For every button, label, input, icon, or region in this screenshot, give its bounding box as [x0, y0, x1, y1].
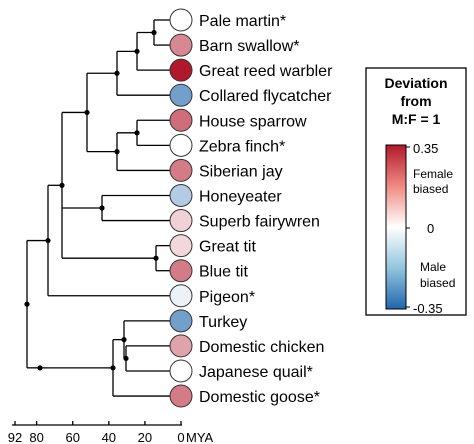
axis-tick-label: 92 [8, 430, 22, 444]
species-label: Great tit [199, 239, 256, 256]
species-label: Pale martin* [199, 13, 286, 30]
color-legend: Deviation from M:F = 1 0.35 Female biase… [365, 67, 467, 316]
species-label: Japanese quail* [199, 364, 313, 381]
tree-node-dot [121, 337, 127, 343]
tree-nodes [24, 29, 159, 371]
tree-branches [26, 19, 170, 397]
legend-title-line-2: from [400, 93, 431, 109]
species-color-circle [169, 33, 193, 57]
species-label: Zebra finch* [199, 138, 285, 155]
legend-max-label: 0.35 [413, 141, 438, 156]
tree-node-dot [45, 237, 51, 244]
species-color-circle [169, 384, 193, 408]
axis-tick-label: 80 [29, 430, 43, 444]
species-color-circle [169, 334, 193, 358]
legend-mid-label: 0 [427, 221, 434, 236]
species-label: House sparrow [199, 113, 307, 130]
tree-node-dot [134, 48, 140, 54]
species-label: Honeyeater [199, 188, 282, 205]
tree-node-dot [114, 70, 120, 76]
species-color-circle [169, 309, 193, 333]
species-label: Domestic chicken [199, 339, 324, 356]
tree-node-dot [37, 365, 43, 371]
legend-title-line-1: Deviation [384, 75, 447, 91]
tree-node-dot [151, 29, 157, 36]
species-color-circle [169, 8, 193, 32]
legend-female-line-1: Female [413, 167, 453, 181]
species-label: Pigeon* [199, 289, 255, 306]
legend-box [365, 67, 467, 316]
species-color-circle [169, 133, 193, 157]
axis-tick-label: 0 [177, 430, 184, 444]
species-label: Blue tit [199, 264, 248, 281]
species-label: Domestic goose* [199, 389, 320, 406]
legend-title-line-3: M:F = 1 [392, 111, 441, 127]
time-axis: 92 80 60 40 20 0 MYA [8, 421, 214, 444]
species-label: Turkey [199, 314, 247, 331]
tree-node-dot [123, 355, 129, 362]
species-color-circle [169, 108, 193, 132]
species-tips: Pale martin* Barn swallow* Great reed warb… [169, 8, 333, 408]
legend-min-label: -0.35 [413, 301, 443, 316]
species-color-circle [169, 58, 193, 82]
species-color-circle [169, 259, 193, 283]
species-color-circle [169, 359, 193, 383]
tree-node-dot [59, 182, 65, 188]
species-color-circle [169, 284, 193, 308]
axis-tick-label: 20 [138, 430, 152, 444]
species-color-circle [169, 209, 193, 233]
legend-male-line-1: Male [420, 260, 446, 274]
axis-tick-label: 60 [66, 430, 80, 444]
species-label: Siberian jay [199, 163, 283, 180]
tree-node-dot [24, 301, 30, 307]
axis-tick-label: 40 [102, 430, 116, 444]
species-label: Great reed warbler [199, 63, 333, 80]
tree-node-dot [114, 149, 120, 155]
species-color-circle [169, 158, 193, 182]
species-color-circle [169, 83, 193, 107]
species-color-circle [169, 234, 193, 258]
legend-male-line-2: biased [420, 276, 455, 290]
axis-unit-label: MYA [186, 430, 214, 444]
species-label: Superb fairywren [199, 214, 320, 231]
species-label: Collared flycatcher [199, 88, 332, 105]
legend-female-line-2: biased [413, 182, 448, 196]
species-label: Barn swallow* [199, 38, 299, 55]
tree-node-dot [153, 255, 159, 261]
tree-node-dot [99, 205, 105, 211]
tree-node-dot [110, 365, 116, 371]
legend-color-bar [385, 144, 407, 310]
tree-node-dot [84, 109, 90, 116]
tree-node-dot [134, 130, 140, 136]
species-color-circle [169, 183, 193, 207]
